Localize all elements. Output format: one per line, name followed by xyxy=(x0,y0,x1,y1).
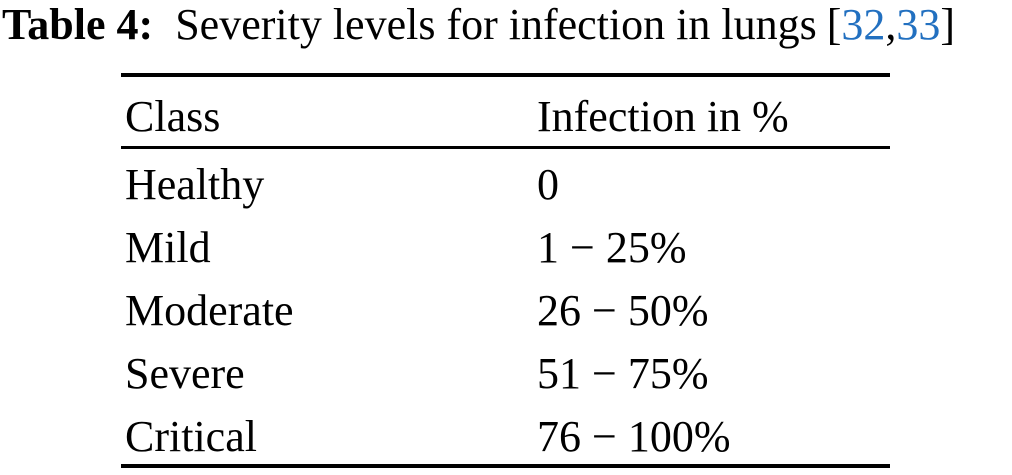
infection-value: 26 − 50% xyxy=(537,286,709,335)
table-caption: Table 4: Severity levels for infection in… xyxy=(2,0,955,53)
column-header-class-label: Class xyxy=(125,92,221,141)
class-value: Healthy xyxy=(125,160,265,209)
citation-close-bracket: ] xyxy=(940,0,956,49)
table-row: Mild 1 − 25% xyxy=(121,212,890,275)
column-header-infection-label: Infection in % xyxy=(537,92,789,141)
class-cell: Critical xyxy=(121,401,537,466)
header-row: Class Infection in % xyxy=(121,75,890,149)
infection-value: 76 − 100% xyxy=(537,412,731,461)
citation-open-bracket: [ xyxy=(826,0,842,49)
class-cell: Moderate xyxy=(121,275,537,338)
class-cell: Severe xyxy=(121,338,537,401)
infection-value: 51 − 75% xyxy=(537,349,709,398)
column-header-infection: Infection in % xyxy=(537,75,890,149)
class-value: Mild xyxy=(125,223,211,272)
infection-cell: 0 xyxy=(537,148,890,213)
table-row: Critical 76 − 100% xyxy=(121,401,890,466)
citation: [32,33] xyxy=(827,0,955,49)
column-header-class: Class xyxy=(121,75,537,149)
infection-cell: 76 − 100% xyxy=(537,401,890,466)
class-value: Critical xyxy=(125,412,257,461)
citation-separator: , xyxy=(885,0,897,49)
severity-table: Class Infection in % Healthy 0 Mild xyxy=(121,73,890,468)
infection-value: 0 xyxy=(537,160,559,209)
class-cell: Healthy xyxy=(121,148,537,213)
caption-text: Severity levels for infection in lungs xyxy=(175,0,817,49)
table-row: Severe 51 − 75% xyxy=(121,338,890,401)
infection-cell: 51 − 75% xyxy=(537,338,890,401)
class-cell: Mild xyxy=(121,212,537,275)
table-row: Moderate 26 − 50% xyxy=(121,275,890,338)
infection-value: 1 − 25% xyxy=(537,223,687,272)
citation-link-32[interactable]: 32 xyxy=(841,0,886,49)
citation-link-33[interactable]: 33 xyxy=(896,0,941,49)
caption-label: Table 4: xyxy=(2,0,154,49)
infection-cell: 1 − 25% xyxy=(537,212,890,275)
class-value: Moderate xyxy=(125,286,294,335)
infection-cell: 26 − 50% xyxy=(537,275,890,338)
class-value: Severe xyxy=(125,349,245,398)
table-row: Healthy 0 xyxy=(121,148,890,213)
